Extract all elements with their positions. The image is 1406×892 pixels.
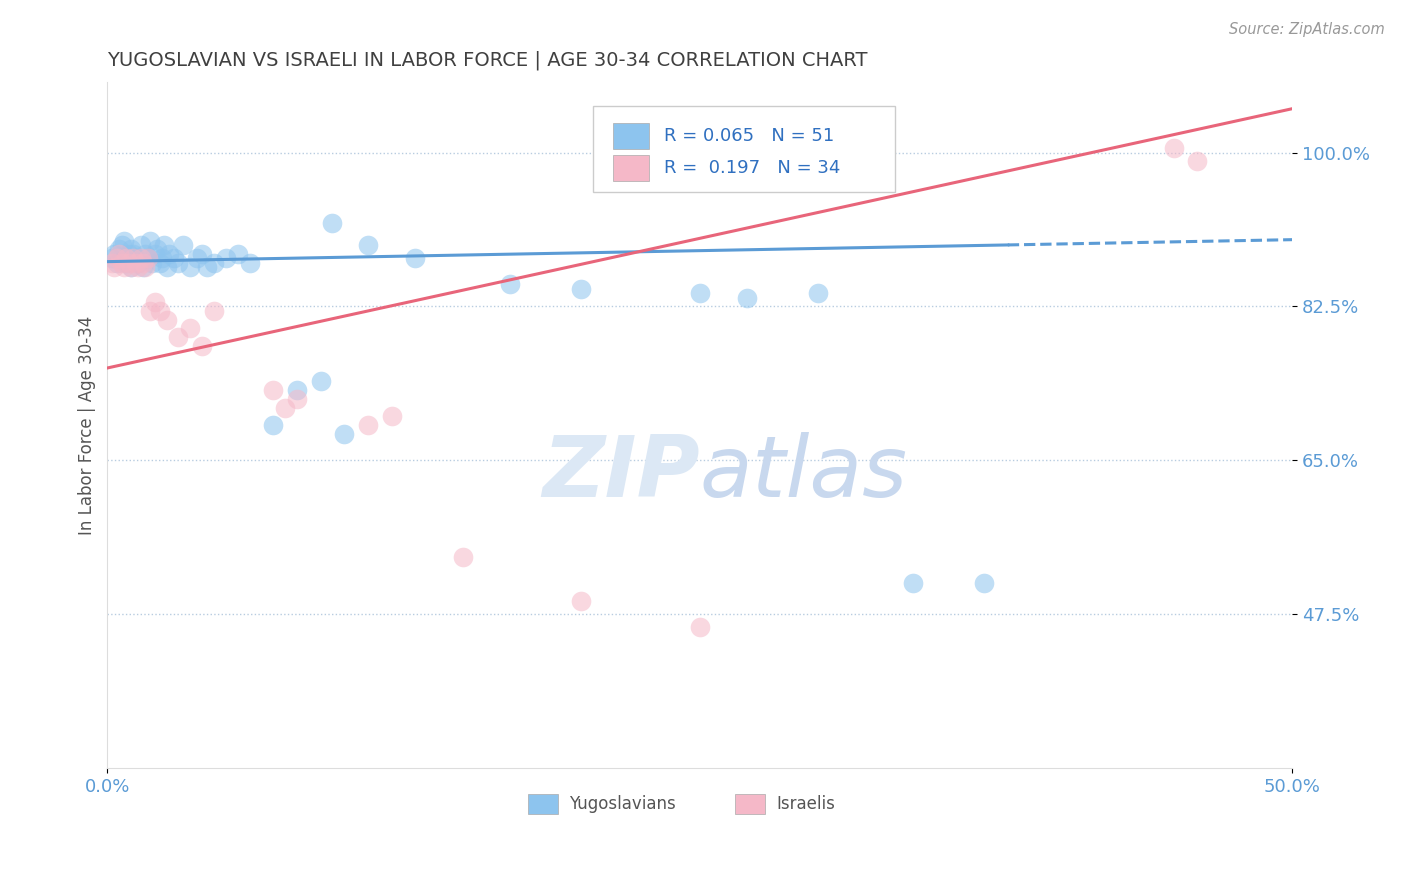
Point xyxy=(103,246,125,260)
Point xyxy=(357,418,380,433)
Text: atlas: atlas xyxy=(700,432,908,515)
Point xyxy=(120,260,142,274)
Point xyxy=(381,409,404,424)
Point xyxy=(122,251,145,265)
Point xyxy=(309,374,332,388)
Point xyxy=(202,303,225,318)
Point xyxy=(262,418,284,433)
Y-axis label: In Labor Force | Age 30-34: In Labor Force | Age 30-34 xyxy=(79,316,96,534)
Point xyxy=(132,255,155,269)
Point xyxy=(115,251,138,265)
Point xyxy=(110,238,132,252)
Point xyxy=(195,260,218,274)
Point xyxy=(115,255,138,269)
Point xyxy=(333,426,356,441)
Point xyxy=(569,594,592,608)
Point xyxy=(112,234,135,248)
Point xyxy=(321,216,343,230)
Point xyxy=(120,260,142,274)
FancyBboxPatch shape xyxy=(593,106,896,192)
Bar xyxy=(529,794,558,814)
Point xyxy=(134,260,156,274)
Point xyxy=(125,255,148,269)
Point xyxy=(153,238,176,252)
Point xyxy=(285,392,308,406)
Point xyxy=(134,246,156,260)
Point xyxy=(179,321,201,335)
Point xyxy=(202,255,225,269)
Point xyxy=(118,246,141,260)
Point xyxy=(148,303,170,318)
Point xyxy=(110,255,132,269)
Point xyxy=(191,246,214,260)
Point xyxy=(105,251,128,265)
Point xyxy=(156,312,179,326)
Point xyxy=(101,255,124,269)
Point xyxy=(118,255,141,269)
Point xyxy=(148,255,170,269)
Point xyxy=(112,260,135,274)
Point xyxy=(1163,141,1185,155)
Point xyxy=(157,246,180,260)
Point xyxy=(569,282,592,296)
Text: Source: ZipAtlas.com: Source: ZipAtlas.com xyxy=(1229,22,1385,37)
Point xyxy=(103,260,125,274)
Point xyxy=(132,260,155,274)
Point xyxy=(167,330,190,344)
Point xyxy=(735,291,758,305)
Bar xyxy=(613,123,648,149)
Text: R = 0.065   N = 51: R = 0.065 N = 51 xyxy=(664,127,835,145)
Point xyxy=(150,251,173,265)
Point xyxy=(129,251,152,265)
Point xyxy=(179,260,201,274)
Point xyxy=(689,286,711,301)
Point xyxy=(226,246,249,260)
Point xyxy=(136,251,159,265)
Point xyxy=(156,260,179,274)
Text: R =  0.197   N = 34: R = 0.197 N = 34 xyxy=(664,159,841,177)
Point xyxy=(404,251,426,265)
Bar xyxy=(735,794,765,814)
Point xyxy=(167,255,190,269)
Bar xyxy=(613,155,648,181)
Point xyxy=(215,251,238,265)
Point xyxy=(274,401,297,415)
Point xyxy=(127,260,149,274)
Point xyxy=(108,246,131,260)
Point xyxy=(136,251,159,265)
Point xyxy=(125,251,148,265)
Point xyxy=(238,255,260,269)
Point xyxy=(262,383,284,397)
Point xyxy=(105,255,128,269)
Point xyxy=(143,246,166,260)
Text: ZIP: ZIP xyxy=(543,432,700,515)
Text: YUGOSLAVIAN VS ISRAELI IN LABOR FORCE | AGE 30-34 CORRELATION CHART: YUGOSLAVIAN VS ISRAELI IN LABOR FORCE | … xyxy=(107,51,868,70)
Point xyxy=(122,246,145,260)
Point xyxy=(172,238,194,252)
Point xyxy=(191,339,214,353)
Point xyxy=(139,234,162,248)
Point xyxy=(807,286,830,301)
Point xyxy=(129,238,152,252)
Text: Yugoslavians: Yugoslavians xyxy=(569,795,676,813)
Point xyxy=(357,238,380,252)
Point xyxy=(143,295,166,310)
Point xyxy=(146,243,169,257)
Point xyxy=(141,255,163,269)
Point xyxy=(973,576,995,591)
Point xyxy=(499,277,522,292)
Point xyxy=(186,251,208,265)
Point xyxy=(101,251,124,265)
Point xyxy=(451,549,474,564)
Text: Israelis: Israelis xyxy=(776,795,835,813)
Point xyxy=(108,243,131,257)
Point xyxy=(901,576,924,591)
Point xyxy=(1187,154,1209,169)
Point xyxy=(127,255,149,269)
Point xyxy=(139,303,162,318)
Point xyxy=(120,243,142,257)
Point xyxy=(163,251,186,265)
Point xyxy=(285,383,308,397)
Point xyxy=(689,620,711,634)
